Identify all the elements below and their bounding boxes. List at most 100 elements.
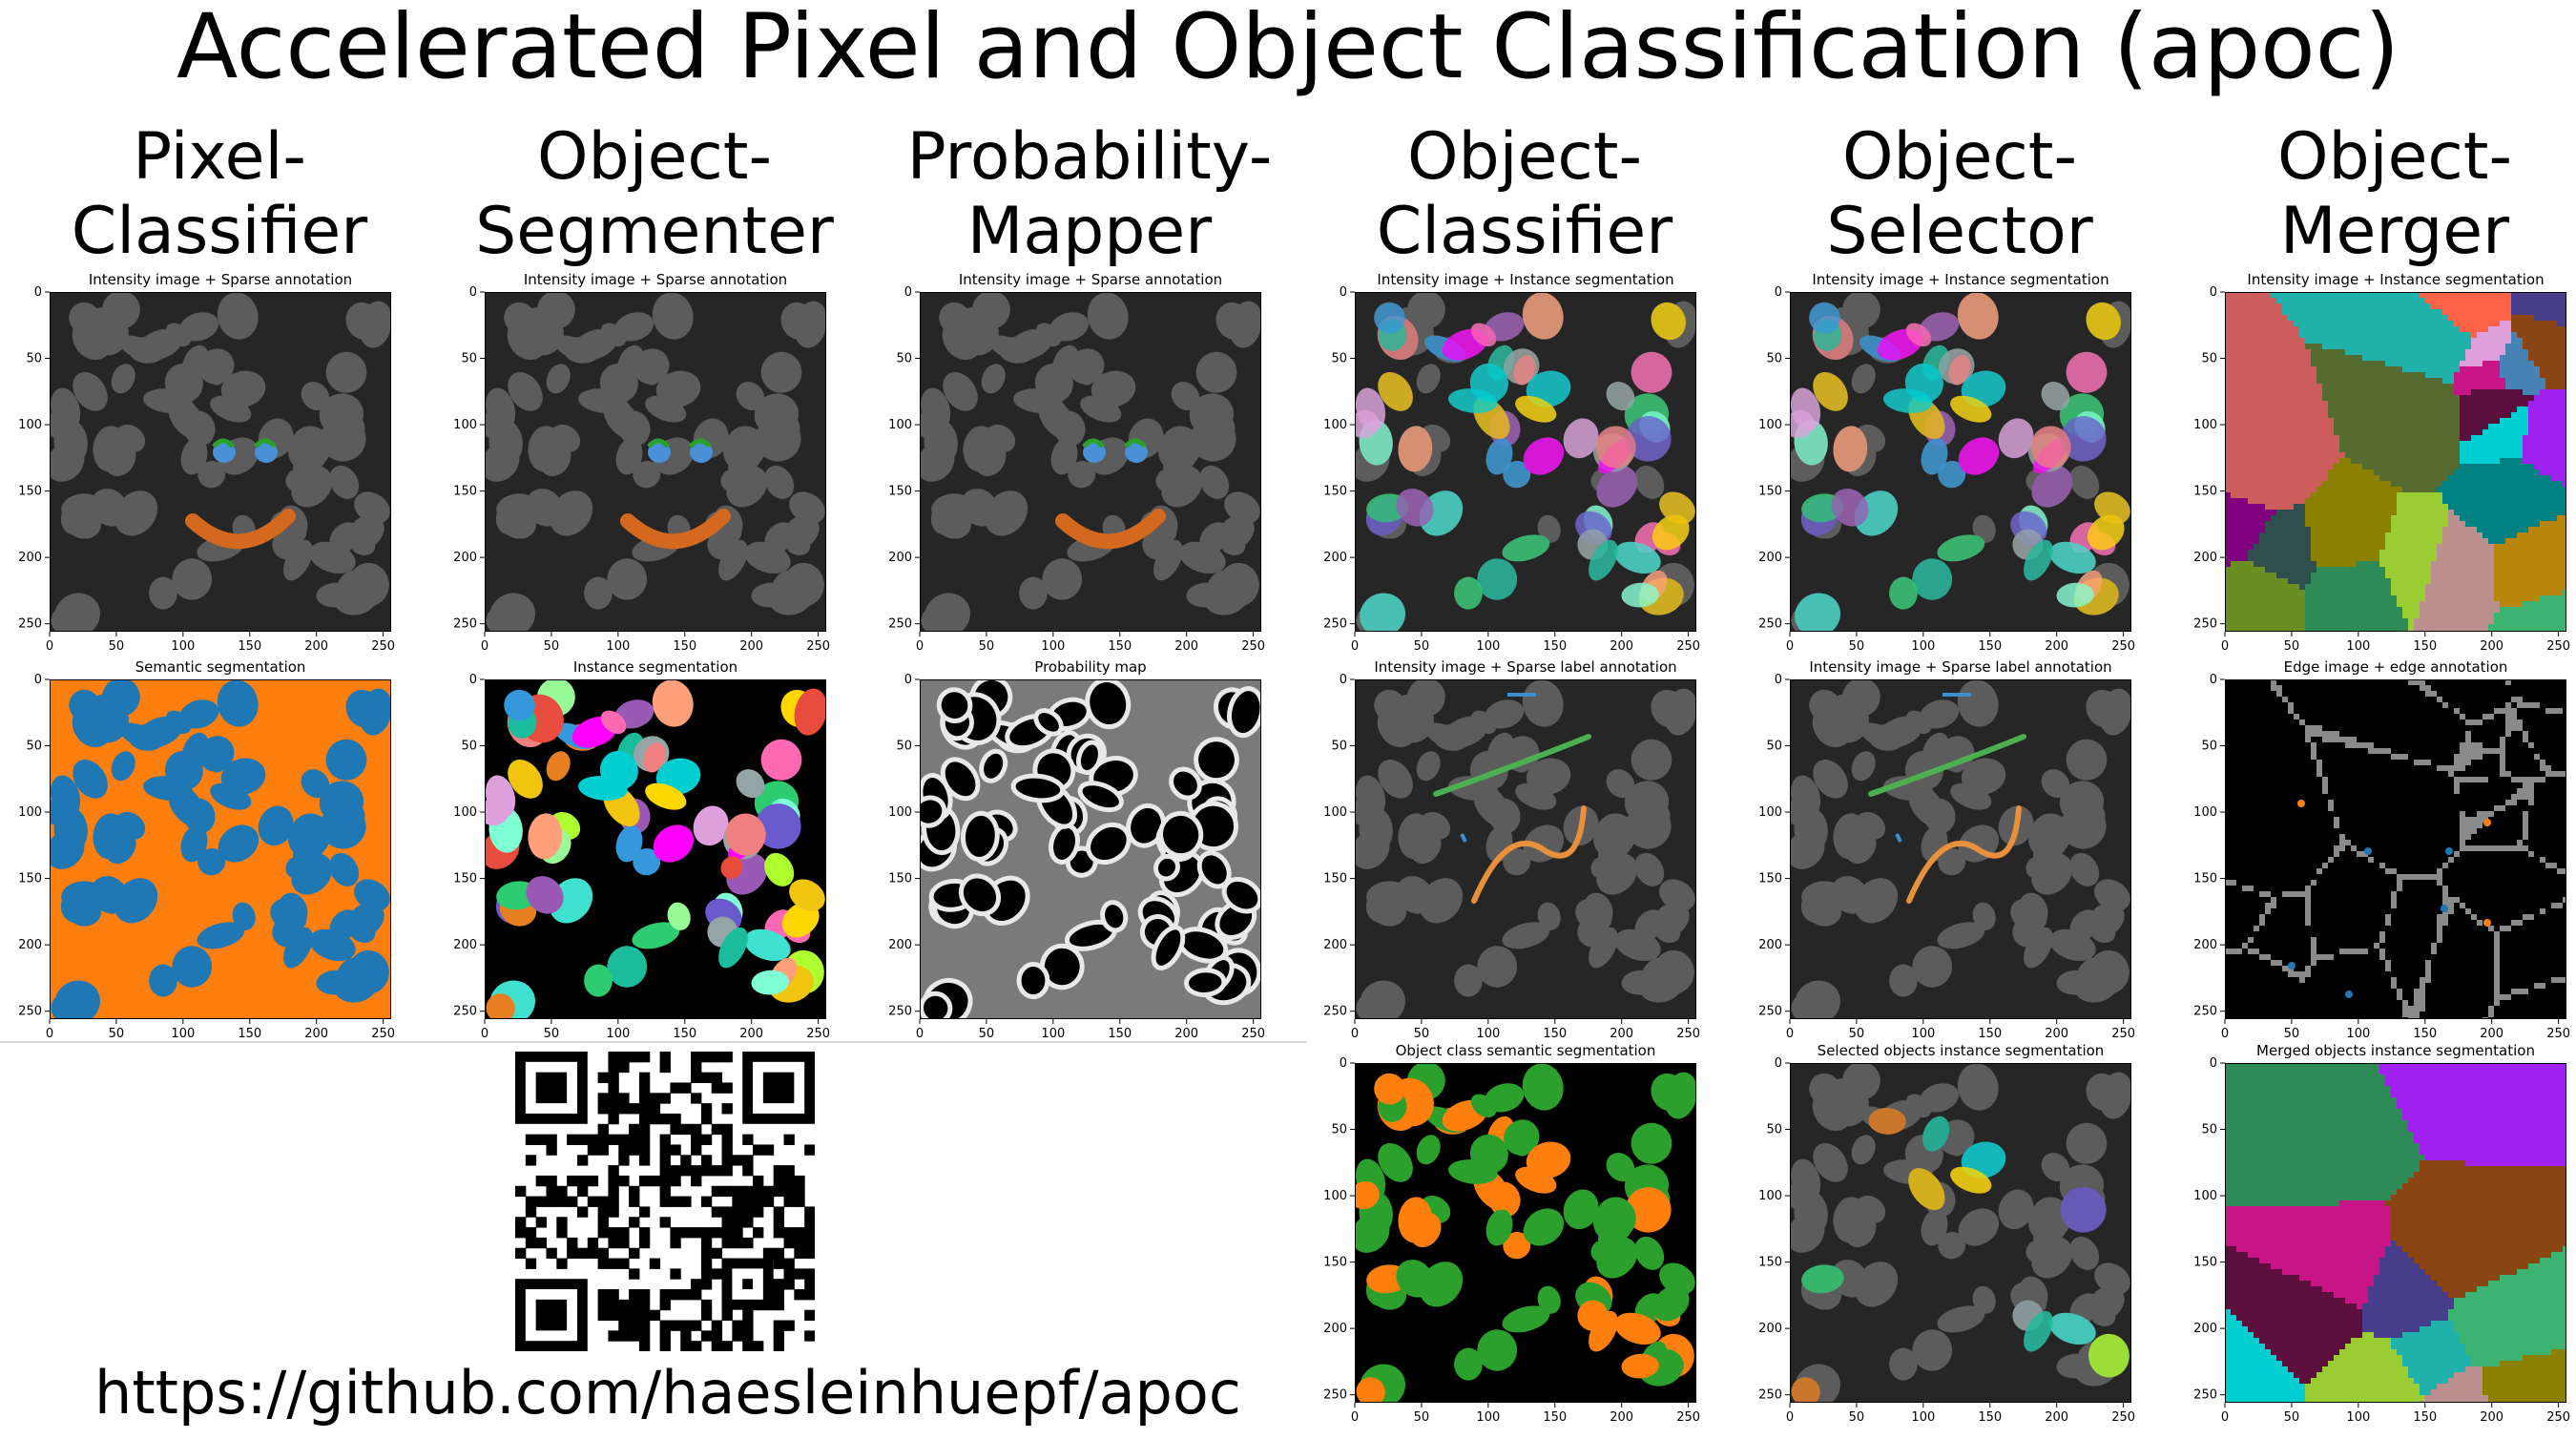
x-tick-label: 150 <box>1978 639 2002 654</box>
y-tick-label: 200 <box>1758 551 1782 565</box>
y-tick-label: 250 <box>2193 1388 2217 1403</box>
y-tick-label: 250 <box>453 1005 477 1019</box>
y-tick-label: 50 <box>896 740 912 754</box>
x-tick-label: 200 <box>1610 1410 1633 1425</box>
y-tick-label: 150 <box>1323 1256 1347 1270</box>
y-tick-label: 150 <box>18 485 42 499</box>
x-tick-label: 0 <box>1786 639 1794 654</box>
x-tick-label: 150 <box>2413 1027 2437 1041</box>
x-tick-label: 150 <box>2413 1410 2437 1425</box>
x-tick-label: 250 <box>2546 1027 2570 1041</box>
x-tick-label: 200 <box>2045 639 2068 654</box>
y-tick-label: 250 <box>18 617 42 632</box>
x-tick-label: 0 <box>1351 1410 1359 1425</box>
x-tick-label: 250 <box>1241 1027 1265 1041</box>
y-tick-label: 200 <box>18 551 42 565</box>
x-tick-label: 250 <box>2111 1027 2135 1041</box>
y-tick-label: 50 <box>1766 740 1782 754</box>
x-tick-label: 100 <box>1911 1410 1935 1425</box>
x-tick-label: 50 <box>1414 1027 1430 1041</box>
x-tick-label: 200 <box>739 639 763 654</box>
y-tick-label: 200 <box>888 938 912 952</box>
x-tick-label: 100 <box>606 639 630 654</box>
x-tick-label: 150 <box>673 1027 696 1041</box>
y-tick-label: 100 <box>2193 1189 2217 1203</box>
header-probability-mapper: Probability-Mapper <box>889 120 1290 269</box>
x-tick-label: 0 <box>916 639 924 654</box>
y-tick-label: 0 <box>1775 285 1782 300</box>
y-tick-label: 50 <box>2201 352 2217 366</box>
x-tick-label: 200 <box>1610 639 1633 654</box>
x-tick-label: 50 <box>109 1027 125 1041</box>
x-tick-label: 100 <box>1041 639 1065 654</box>
x-tick-label: 150 <box>238 1027 261 1041</box>
x-tick-label: 200 <box>304 1027 328 1041</box>
x-tick-label: 50 <box>1849 1410 1865 1425</box>
y-tick-label: 250 <box>2193 1005 2217 1019</box>
y-tick-label: 150 <box>1758 1256 1782 1270</box>
y-tick-label: 0 <box>34 285 42 300</box>
x-tick-label: 200 <box>1174 1027 1198 1041</box>
x-tick-label: 150 <box>1978 1027 2002 1041</box>
header-object-selector: Object-Selector <box>1759 120 2160 269</box>
x-tick-label: 150 <box>1543 1027 1567 1041</box>
y-tick-label: 200 <box>1323 938 1347 952</box>
x-tick-label: 50 <box>2284 1410 2300 1425</box>
x-tick-label: 100 <box>1911 639 1935 654</box>
y-tick-label: 0 <box>1340 1056 1347 1071</box>
x-tick-label: 100 <box>2346 1027 2370 1041</box>
y-tick-label: 50 <box>1766 1123 1782 1137</box>
x-tick-label: 250 <box>806 639 830 654</box>
x-tick-label: 100 <box>1041 1027 1065 1041</box>
x-tick-label: 0 <box>1786 1027 1794 1041</box>
x-tick-label: 200 <box>2480 1027 2503 1041</box>
x-tick-label: 250 <box>371 1027 395 1041</box>
y-tick-label: 100 <box>888 805 912 820</box>
y-tick-label: 250 <box>888 1005 912 1019</box>
x-tick-label: 200 <box>2480 639 2503 654</box>
y-tick-label: 0 <box>2210 285 2217 300</box>
y-tick-label: 0 <box>904 285 912 300</box>
y-tick-label: 250 <box>1323 1005 1347 1019</box>
x-tick-label: 250 <box>371 639 395 654</box>
x-tick-label: 50 <box>109 639 125 654</box>
y-tick-label: 100 <box>2193 418 2217 432</box>
y-tick-label: 100 <box>453 418 477 432</box>
x-tick-label: 200 <box>304 639 328 654</box>
y-tick-label: 150 <box>2193 485 2217 499</box>
x-tick-label: 0 <box>2221 639 2229 654</box>
x-tick-label: 50 <box>544 1027 560 1041</box>
y-tick-label: 50 <box>461 352 477 366</box>
x-tick-label: 100 <box>1476 1410 1500 1425</box>
x-tick-label: 0 <box>1351 1027 1359 1041</box>
x-tick-label: 250 <box>2546 639 2570 654</box>
y-tick-label: 200 <box>1758 938 1782 952</box>
x-tick-label: 50 <box>1849 1027 1865 1041</box>
y-tick-label: 0 <box>34 673 42 687</box>
y-tick-label: 0 <box>469 673 477 687</box>
y-tick-label: 150 <box>1323 872 1347 886</box>
x-tick-label: 0 <box>2221 1410 2229 1425</box>
repository-link[interactable]: https://github.com/haesleinhuepf/apoc <box>38 1355 1298 1431</box>
y-tick-label: 250 <box>453 617 477 632</box>
y-tick-label: 0 <box>1775 1056 1782 1071</box>
x-tick-label: 100 <box>171 639 195 654</box>
y-tick-label: 100 <box>18 418 42 432</box>
y-tick-label: 50 <box>1331 1123 1347 1137</box>
y-tick-label: 200 <box>18 938 42 952</box>
x-tick-label: 150 <box>2413 639 2437 654</box>
y-tick-label: 250 <box>888 617 912 632</box>
x-tick-label: 200 <box>739 1027 763 1041</box>
x-tick-label: 200 <box>1610 1027 1633 1041</box>
header-object-merger: Object-Merger <box>2194 120 2576 269</box>
x-tick-label: 200 <box>2045 1027 2068 1041</box>
y-tick-label: 250 <box>1758 617 1782 632</box>
qr-code[interactable] <box>515 1052 815 1351</box>
